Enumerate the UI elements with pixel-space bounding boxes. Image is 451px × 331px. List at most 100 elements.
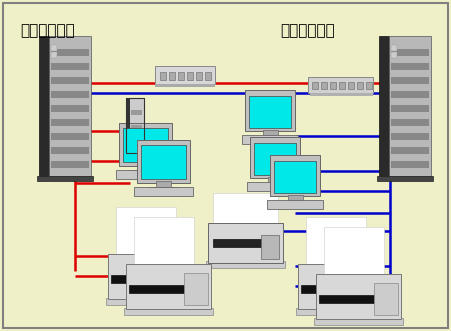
Bar — [267, 177, 282, 184]
Bar — [374, 283, 398, 314]
Bar — [391, 119, 429, 126]
Bar — [321, 82, 327, 89]
Bar — [267, 200, 323, 209]
Bar — [260, 183, 290, 187]
Bar — [280, 201, 310, 206]
Bar — [51, 91, 89, 98]
Bar — [213, 193, 278, 228]
Bar — [301, 285, 356, 293]
Bar — [169, 72, 175, 80]
Bar — [51, 147, 89, 154]
Bar — [348, 82, 354, 89]
Bar — [51, 77, 89, 84]
Bar — [247, 182, 303, 191]
Bar — [147, 187, 179, 192]
Bar — [312, 82, 318, 89]
Bar — [51, 45, 57, 51]
Bar — [274, 161, 317, 193]
Bar — [178, 72, 184, 80]
Bar — [51, 133, 89, 140]
Bar — [51, 119, 89, 126]
Bar — [308, 77, 373, 93]
Bar — [51, 161, 89, 168]
Bar — [131, 125, 142, 130]
Bar — [37, 176, 93, 181]
Bar — [129, 170, 161, 175]
Bar — [51, 105, 89, 112]
Bar — [391, 133, 429, 140]
Bar — [391, 147, 429, 154]
Bar — [324, 227, 384, 282]
Bar — [242, 135, 298, 144]
Bar — [108, 254, 193, 299]
Bar — [391, 105, 429, 112]
Bar — [106, 298, 195, 305]
Bar — [134, 217, 194, 272]
Bar — [253, 143, 296, 175]
Bar — [391, 49, 429, 56]
Bar — [206, 261, 285, 268]
Bar — [391, 45, 397, 51]
Bar — [134, 186, 193, 196]
Bar — [129, 285, 184, 293]
Bar — [187, 72, 193, 80]
Bar — [298, 264, 383, 309]
Bar — [356, 273, 380, 305]
Text: 検診システム: 検診システム — [20, 23, 75, 38]
Bar — [51, 63, 89, 70]
Bar — [314, 318, 403, 325]
Bar — [245, 90, 295, 131]
Bar — [262, 130, 277, 137]
Bar — [138, 164, 153, 171]
Bar — [365, 82, 372, 89]
Bar — [379, 36, 389, 176]
Bar — [111, 275, 166, 283]
Bar — [250, 137, 300, 178]
Bar — [126, 98, 144, 153]
Bar — [255, 136, 285, 140]
Bar — [213, 239, 268, 247]
Text: 検査システム: 検査システム — [280, 23, 335, 38]
Bar — [261, 235, 279, 259]
Bar — [309, 93, 373, 96]
Bar — [51, 52, 57, 58]
Bar — [141, 145, 186, 179]
Bar — [126, 98, 130, 153]
Bar — [123, 128, 168, 162]
Bar — [208, 223, 283, 263]
Bar — [184, 273, 207, 305]
Bar — [319, 295, 374, 303]
Bar — [391, 77, 429, 84]
Bar — [330, 82, 336, 89]
Bar — [166, 263, 189, 295]
Bar — [391, 161, 429, 168]
Bar — [51, 49, 89, 56]
Bar — [124, 308, 213, 315]
Bar — [306, 217, 366, 272]
Bar — [389, 36, 431, 176]
Bar — [296, 308, 385, 315]
Bar — [155, 66, 215, 84]
Bar — [126, 264, 211, 309]
Bar — [287, 195, 303, 202]
Bar — [377, 176, 433, 181]
Bar — [316, 274, 401, 319]
Bar — [137, 140, 190, 183]
Bar — [49, 36, 91, 176]
Bar — [270, 155, 320, 196]
Bar — [160, 72, 166, 80]
Bar — [156, 181, 171, 188]
Bar — [131, 110, 142, 115]
Bar — [249, 96, 291, 128]
Bar — [126, 98, 144, 153]
Bar — [155, 84, 215, 87]
Bar — [116, 169, 175, 179]
Bar — [131, 140, 142, 145]
Bar — [205, 72, 211, 80]
Bar — [196, 72, 202, 80]
Bar — [391, 63, 429, 70]
Bar — [116, 207, 176, 262]
Bar — [391, 91, 429, 98]
Bar — [391, 52, 397, 58]
Bar — [339, 82, 345, 89]
